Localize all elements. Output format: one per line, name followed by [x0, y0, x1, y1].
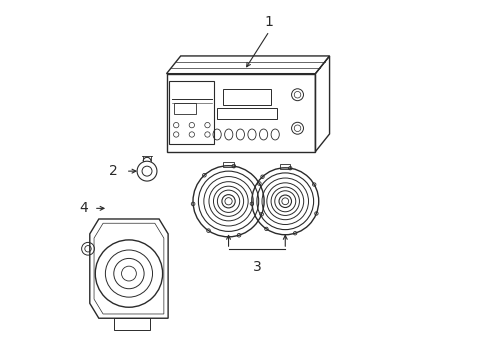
Text: 1: 1 — [264, 15, 273, 30]
Bar — [217, 108, 276, 119]
Bar — [223, 89, 270, 105]
Text: 2: 2 — [109, 164, 118, 178]
Text: 3: 3 — [252, 260, 261, 274]
Bar — [174, 103, 196, 114]
Text: 4: 4 — [80, 201, 88, 215]
Bar — [169, 81, 214, 144]
Bar — [166, 74, 315, 152]
